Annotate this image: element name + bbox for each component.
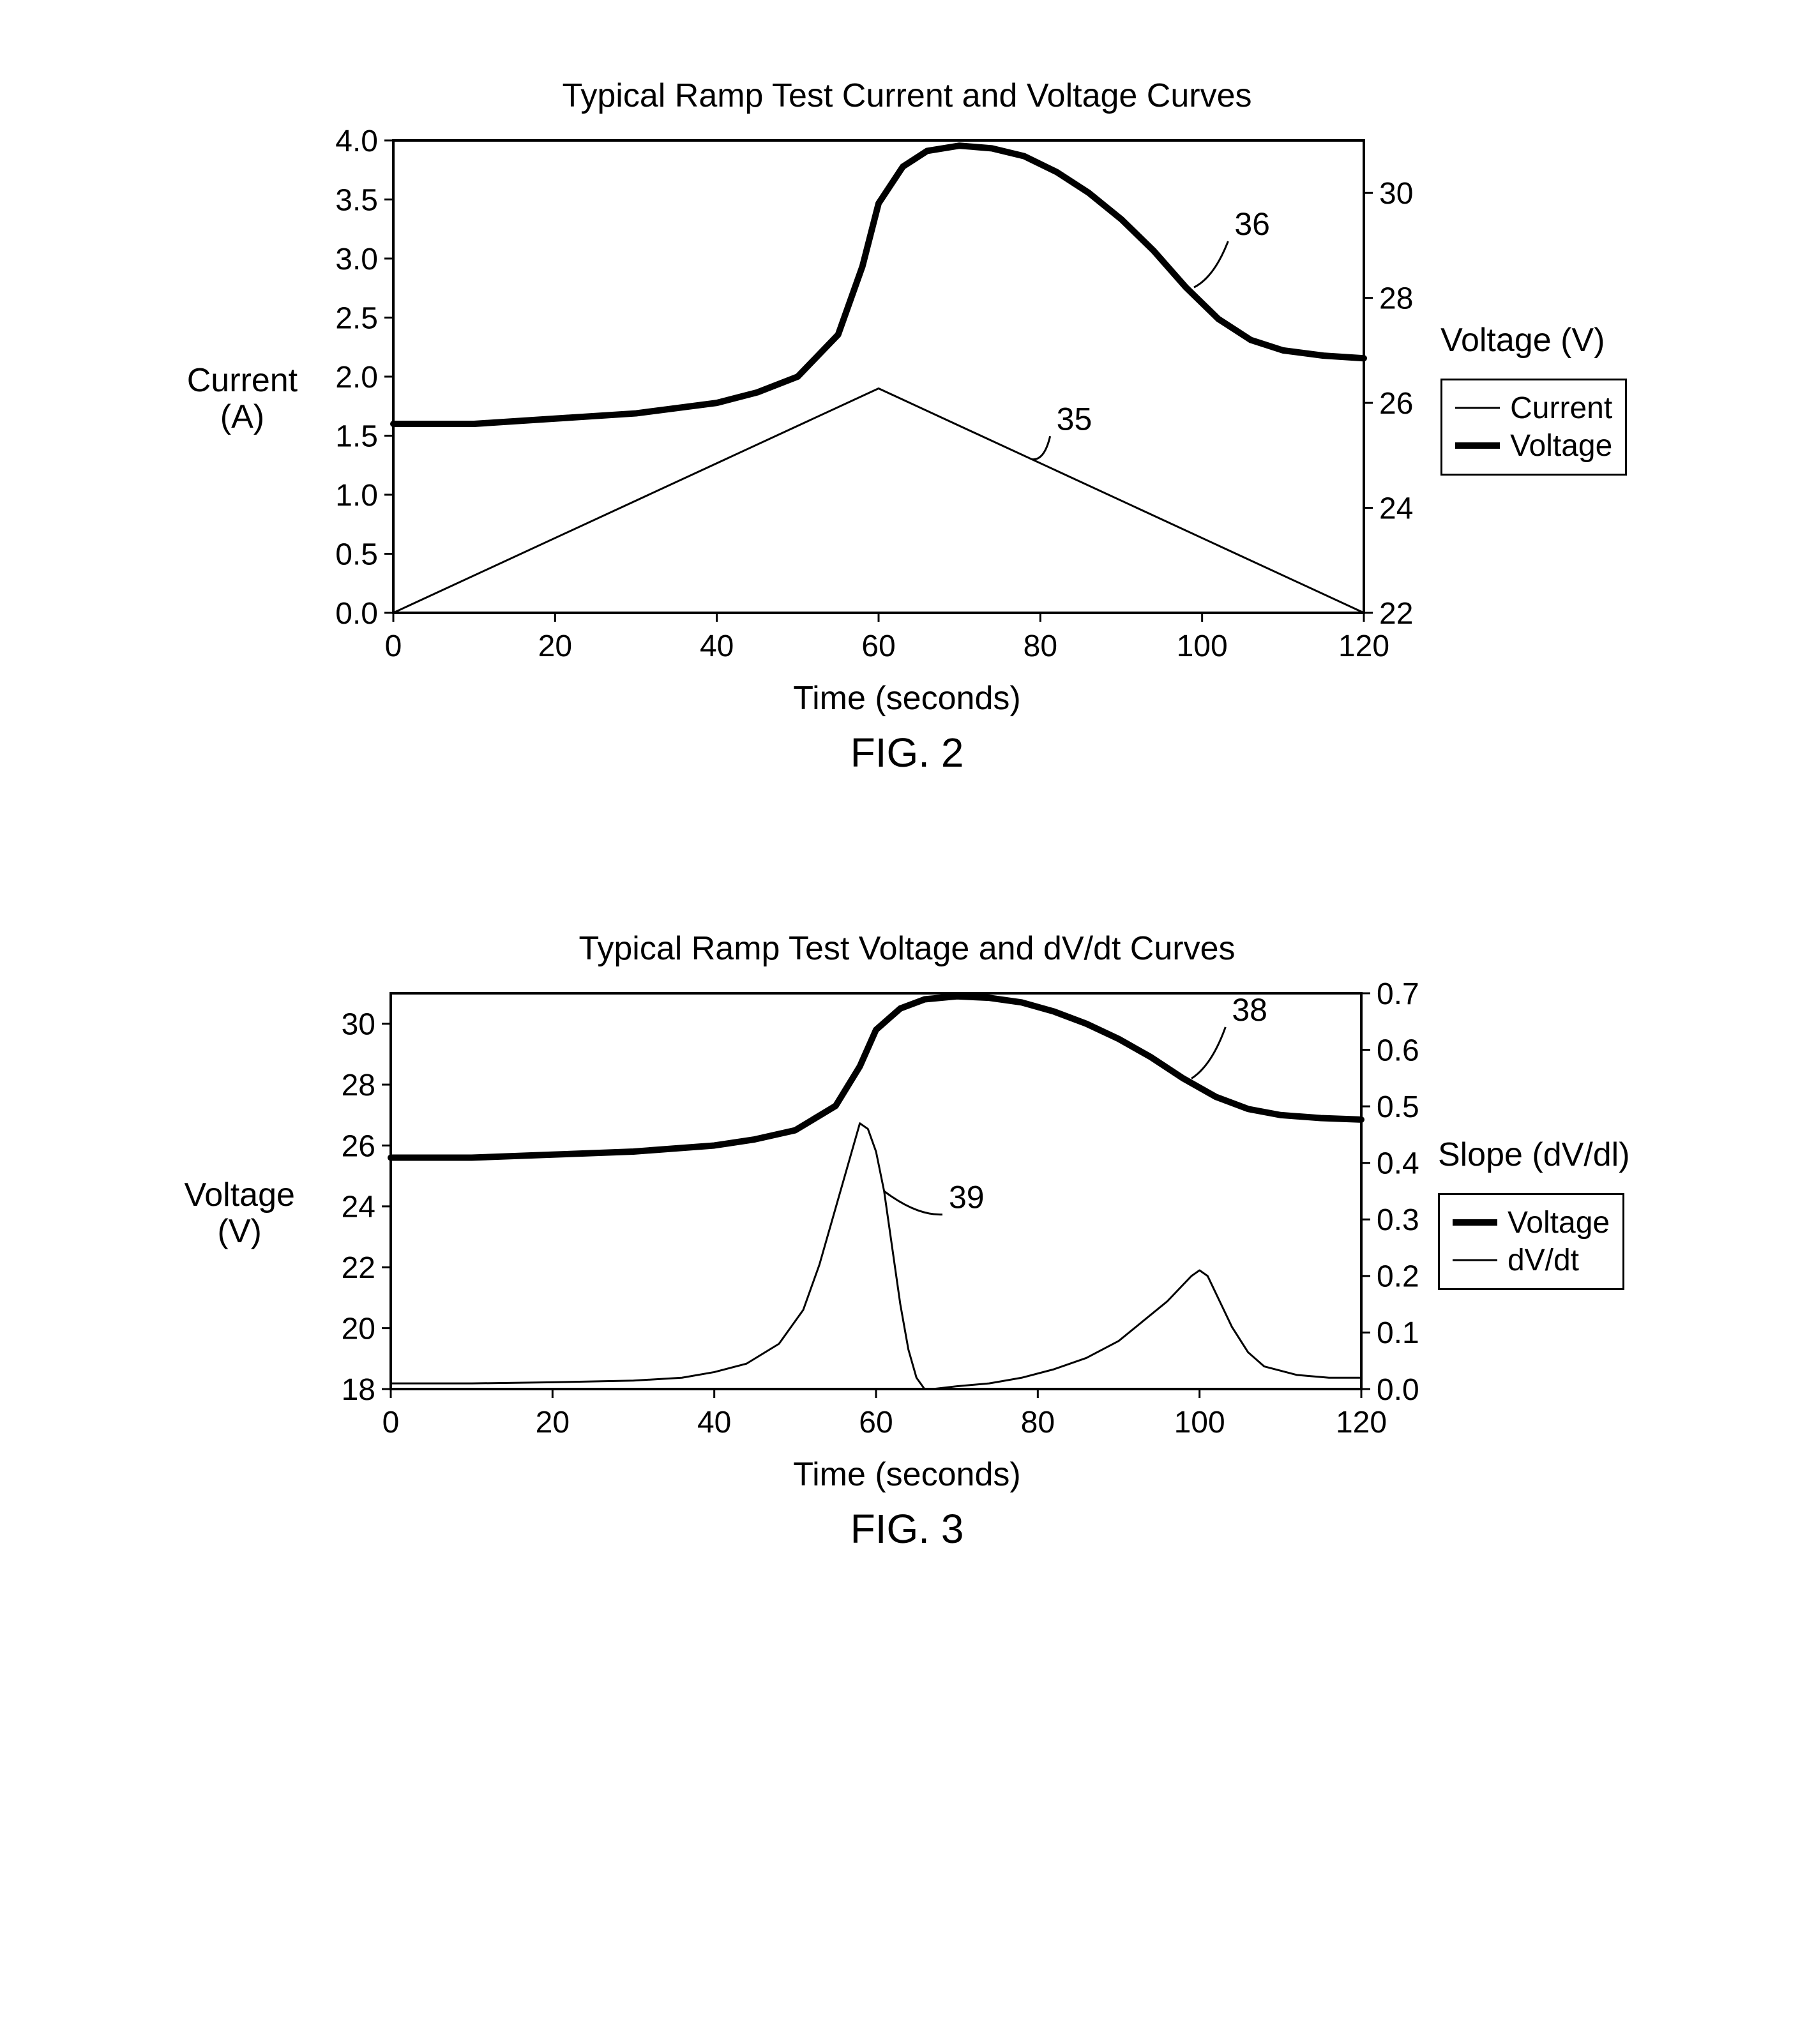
- svg-text:38: 38: [1232, 992, 1267, 1028]
- legend: Current Voltage: [1440, 379, 1627, 476]
- svg-text:0.2: 0.2: [1377, 1260, 1419, 1294]
- svg-text:40: 40: [700, 629, 734, 663]
- svg-text:0: 0: [382, 1406, 400, 1439]
- svg-text:26: 26: [342, 1129, 375, 1163]
- svg-text:0.6: 0.6: [1377, 1033, 1419, 1067]
- legend: Voltage dV/dt: [1438, 1193, 1624, 1290]
- svg-text:18: 18: [342, 1373, 375, 1407]
- y-axis-label-right: Voltage (V): [1440, 322, 1605, 359]
- legend-item-current: Current: [1455, 391, 1612, 426]
- svg-text:0.0: 0.0: [335, 597, 378, 631]
- chart-title: Typical Ramp Test Voltage and dV/dt Curv…: [578, 929, 1235, 968]
- svg-text:120: 120: [1338, 629, 1389, 663]
- svg-text:80: 80: [1021, 1406, 1055, 1439]
- svg-text:0.7: 0.7: [1377, 981, 1419, 1011]
- svg-text:60: 60: [859, 1406, 893, 1439]
- svg-text:2.0: 2.0: [335, 361, 378, 395]
- legend-item-dvdt: dV/dt: [1453, 1243, 1610, 1278]
- chart-row: Voltage (V) 0 20 40 60 80 100 120 18 20 22 24 26 28 3…: [184, 981, 1629, 1447]
- svg-text:100: 100: [1174, 1406, 1225, 1439]
- svg-text:3.0: 3.0: [335, 243, 378, 276]
- svg-text:35: 35: [1057, 401, 1092, 437]
- svg-text:0.4: 0.4: [1377, 1147, 1419, 1181]
- svg-text:24: 24: [1379, 492, 1413, 525]
- right-column: Slope (dV/dl) Voltage dV/dt: [1438, 1137, 1630, 1289]
- svg-text:4.0: 4.0: [335, 128, 378, 158]
- svg-text:0.1: 0.1: [1377, 1316, 1419, 1350]
- svg-text:80: 80: [1024, 629, 1057, 663]
- chart-title: Typical Ramp Test Current and Voltage Cu…: [562, 77, 1251, 115]
- svg-text:36: 36: [1234, 206, 1270, 242]
- svg-text:100: 100: [1177, 629, 1228, 663]
- svg-text:22: 22: [342, 1251, 375, 1285]
- x-axis-label: Time (seconds): [793, 1455, 1020, 1494]
- svg-text:1.5: 1.5: [335, 419, 378, 453]
- svg-text:26: 26: [1379, 387, 1413, 421]
- figure-3: Typical Ramp Test Voltage and dV/dt Curv…: [51, 929, 1763, 1552]
- svg-text:20: 20: [536, 1406, 570, 1439]
- svg-text:0.0: 0.0: [1377, 1373, 1419, 1407]
- svg-text:40: 40: [697, 1406, 731, 1439]
- svg-text:2.5: 2.5: [335, 301, 378, 335]
- svg-text:1.0: 1.0: [335, 479, 378, 513]
- y-axis-label-right: Slope (dV/dl): [1438, 1137, 1630, 1173]
- x-axis-label: Time (seconds): [793, 679, 1020, 718]
- svg-text:24: 24: [342, 1191, 375, 1224]
- svg-text:0.5: 0.5: [1377, 1090, 1419, 1124]
- y-axis-label-left: Voltage (V): [184, 1177, 295, 1250]
- y-axis-label-left: Current (A): [187, 363, 298, 435]
- figure-caption: FIG. 3: [850, 1505, 964, 1552]
- svg-text:28: 28: [1379, 282, 1413, 315]
- figure-2: Typical Ramp Test Current and Voltage Cu…: [51, 77, 1763, 776]
- right-column: Voltage (V) Current Voltage: [1440, 322, 1627, 475]
- svg-text:30: 30: [1379, 177, 1413, 211]
- legend-item-voltage: Voltage: [1453, 1205, 1610, 1240]
- svg-text:20: 20: [538, 629, 572, 663]
- svg-text:0.3: 0.3: [1377, 1203, 1419, 1237]
- svg-text:3.5: 3.5: [335, 183, 378, 217]
- figure-caption: FIG. 2: [850, 729, 964, 776]
- svg-text:39: 39: [949, 1180, 985, 1215]
- chart-svg: 0 20 40 60 80 100 120 0.0 0.5 1.0 1.5 2.0 2.5 3.0 3.5 4…: [298, 128, 1440, 670]
- legend-item-voltage: Voltage: [1455, 428, 1612, 463]
- svg-text:22: 22: [1379, 597, 1413, 631]
- svg-text:20: 20: [342, 1312, 375, 1346]
- svg-text:30: 30: [342, 1007, 375, 1041]
- svg-text:28: 28: [342, 1069, 375, 1102]
- svg-text:60: 60: [861, 629, 895, 663]
- svg-text:120: 120: [1336, 1406, 1387, 1439]
- chart-row: Current (A) 0 20 40 60 80 100 120 0.0 0.5 1.0 1.5 2…: [187, 128, 1628, 670]
- svg-text:0: 0: [385, 629, 402, 663]
- chart-svg: 0 20 40 60 80 100 120 18 20 22 24 26 28 30 0.0 0.1 0.2 0.…: [295, 981, 1438, 1447]
- svg-text:0.5: 0.5: [335, 537, 378, 571]
